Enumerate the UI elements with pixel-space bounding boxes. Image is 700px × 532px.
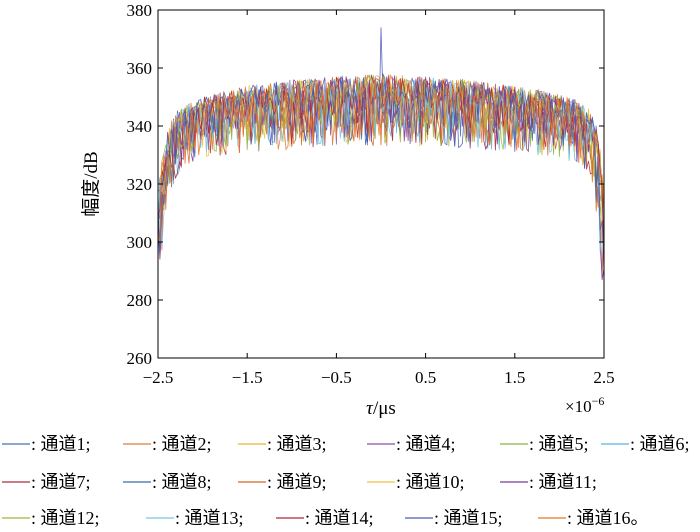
legend-label-12: : 通道12; — [31, 508, 100, 528]
x-tick-label: −2.5 — [143, 368, 174, 387]
y-tick-label: 300 — [127, 233, 153, 252]
legend-label-3: : 通道3; — [267, 434, 327, 454]
legend-label-10: : 通道10; — [396, 472, 465, 492]
y-axis-label: 幅度/dB — [80, 151, 102, 216]
x-tick-label: 0.5 — [415, 368, 436, 387]
legend-label-2: : 通道2; — [152, 434, 212, 454]
x-tick-label: −0.5 — [321, 368, 352, 387]
legend-label-4: : 通道4; — [396, 434, 456, 454]
plot-traces — [157, 27, 605, 280]
legend-label-8: : 通道8; — [152, 472, 212, 492]
legend: : 通道1; : 通道2; : 通道3; : 通道4; : 通道5; : 通道6; : 通道… — [2, 434, 690, 528]
x-axis-label-unit: /μs — [373, 398, 396, 419]
plot-frame — [157, 9, 605, 359]
y-tick-label: 280 — [127, 291, 153, 310]
series-line-12 — [157, 73, 605, 207]
x-tick-label: 1.5 — [504, 368, 525, 387]
y-tick-label: 340 — [127, 117, 153, 136]
legend-label-7: : 通道7; — [31, 472, 91, 492]
x-tick-label: −1.5 — [232, 368, 263, 387]
x-tick-label: 2.5 — [593, 368, 614, 387]
y-axis: 260 280 300 320 340 360 380 — [127, 1, 604, 368]
x-axis-label: τ/μs — [366, 398, 396, 419]
x-axis: −2.5 −1.5 −0.5 0.5 1.5 2.5 — [143, 10, 615, 387]
x-axis-label-symbol: τ — [366, 398, 374, 419]
legend-label-6: : 通道6; — [630, 434, 690, 454]
legend-label-1: : 通道1; — [31, 434, 91, 454]
y-tick-label: 320 — [127, 175, 153, 194]
legend-label-9: : 通道9; — [267, 472, 327, 492]
series-line-14 — [157, 74, 605, 272]
legend-label-5: : 通道5; — [529, 434, 589, 454]
legend-label-14: : 通道14; — [305, 508, 374, 528]
series-line-16 — [157, 75, 605, 243]
legend-label-15: : 通道15; — [434, 508, 503, 528]
x-axis-multiplier: ×10−6 — [565, 394, 604, 416]
legend-label-13: : 通道13; — [175, 508, 244, 528]
y-tick-label: 360 — [127, 59, 153, 78]
legend-label-11: : 通道11; — [529, 472, 597, 492]
legend-label-16: : 通道16。 — [567, 508, 649, 528]
y-tick-label: 380 — [127, 1, 153, 20]
y-tick-label: 260 — [127, 349, 153, 368]
x-axis-multiplier-base: ×10 — [565, 397, 592, 416]
series-line-15 — [157, 27, 605, 264]
x-axis-multiplier-exponent: −6 — [592, 394, 605, 408]
